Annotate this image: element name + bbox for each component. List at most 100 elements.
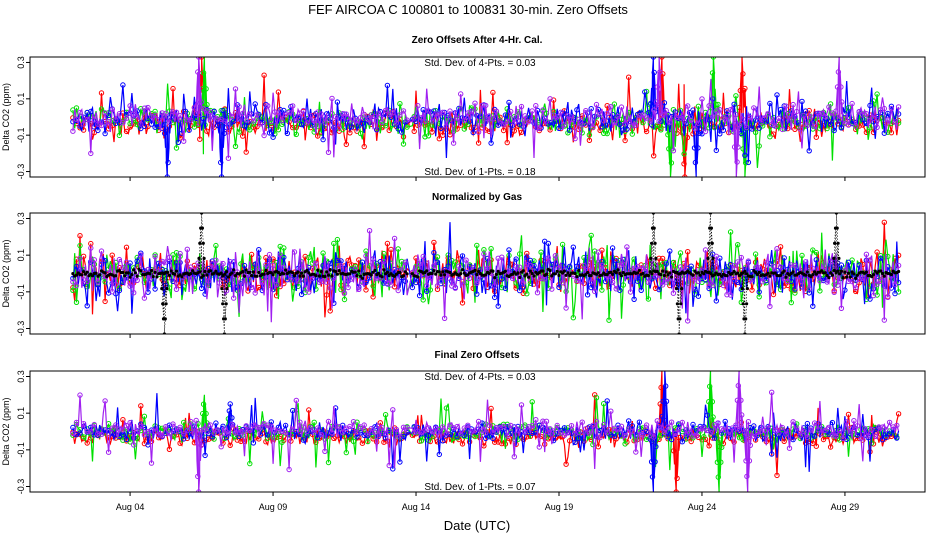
data-point	[411, 128, 417, 135]
data-point	[488, 283, 494, 289]
data-point	[196, 57, 202, 60]
data-point	[243, 116, 249, 123]
data-point	[836, 428, 843, 434]
data-point	[752, 129, 759, 136]
data-point	[84, 109, 90, 116]
data-point	[207, 422, 214, 428]
data-point	[663, 261, 669, 267]
data-point	[213, 242, 219, 249]
data-point	[665, 434, 671, 440]
data-point	[630, 272, 634, 276]
data-point	[255, 274, 259, 278]
data-point	[200, 401, 207, 407]
data-point	[331, 275, 337, 282]
data-point	[80, 434, 87, 440]
data-point	[518, 402, 525, 408]
data-point	[470, 129, 476, 136]
data-point	[436, 451, 442, 458]
data-point	[402, 278, 408, 284]
data-point	[381, 258, 387, 265]
data-point	[447, 108, 453, 114]
data-point	[138, 423, 144, 430]
panel-title: Zero Offsets After 4-Hr. Cal.	[412, 35, 543, 46]
data-point	[290, 407, 296, 414]
data-point	[745, 258, 752, 264]
data-point	[117, 269, 122, 273]
data-point	[448, 270, 452, 275]
data-point	[878, 255, 884, 261]
annotation-std-1pts: Std. Dev. of 1-Pts. = 0.18	[424, 167, 536, 178]
data-point	[518, 129, 525, 136]
data-point	[206, 278, 212, 284]
data-point	[413, 279, 419, 286]
data-point	[769, 451, 775, 457]
data-point	[272, 109, 278, 115]
data-point	[811, 433, 818, 439]
data-point	[416, 261, 423, 267]
panel-final-zero-offsets: Final Zero Offsets -0.3 -0.1 0.1 0.3 Delta C…	[1, 350, 926, 512]
data-point	[141, 105, 148, 111]
data-point	[642, 89, 648, 95]
data-point	[826, 424, 832, 431]
data-point	[400, 141, 407, 147]
data-point	[873, 269, 877, 273]
data-point	[85, 270, 89, 274]
data-point	[201, 274, 205, 278]
data-point	[483, 102, 489, 109]
data-point	[214, 427, 221, 433]
data-point	[870, 98, 877, 104]
data-point	[130, 273, 134, 277]
data-point	[218, 159, 224, 166]
data-point	[202, 256, 206, 260]
data-point	[77, 255, 83, 262]
data-point	[180, 275, 184, 279]
data-point	[159, 258, 165, 265]
data-point	[629, 131, 635, 137]
data-point	[247, 460, 253, 467]
x-tick-label: Aug 29	[831, 502, 860, 512]
data-point	[315, 435, 321, 441]
data-point	[335, 272, 339, 276]
data-point	[173, 429, 180, 435]
data-point	[123, 128, 130, 135]
data-point	[102, 130, 108, 137]
data-point	[170, 421, 176, 427]
data-point	[604, 130, 610, 137]
data-point	[113, 422, 119, 428]
data-point	[570, 315, 576, 321]
data-point	[443, 123, 450, 129]
data-point	[155, 275, 159, 279]
data-point	[642, 268, 648, 274]
data-point	[513, 256, 519, 262]
data-point	[885, 110, 891, 117]
data-point	[487, 271, 491, 275]
data-point	[468, 108, 475, 114]
data-point	[286, 109, 292, 116]
data-point	[400, 424, 407, 430]
data-point	[219, 271, 223, 275]
data-point	[527, 275, 531, 279]
data-point	[743, 458, 749, 464]
data-point	[592, 248, 598, 254]
data-point	[134, 435, 140, 441]
data-point	[736, 427, 743, 433]
data-point	[835, 226, 839, 230]
data-point	[768, 274, 772, 278]
data-point	[298, 291, 305, 298]
data-point	[306, 407, 312, 413]
data-point	[735, 259, 741, 265]
data-point	[656, 118, 662, 125]
data-point	[561, 122, 568, 128]
data-point	[780, 271, 785, 275]
data-point	[841, 276, 845, 280]
data-point	[425, 269, 429, 273]
data-point	[275, 110, 282, 116]
data-point	[583, 108, 589, 114]
data-point	[227, 442, 233, 448]
data-point	[247, 427, 253, 433]
data-point	[349, 124, 355, 130]
data-point	[886, 419, 893, 426]
data-point	[592, 288, 598, 295]
data-point	[375, 110, 382, 117]
